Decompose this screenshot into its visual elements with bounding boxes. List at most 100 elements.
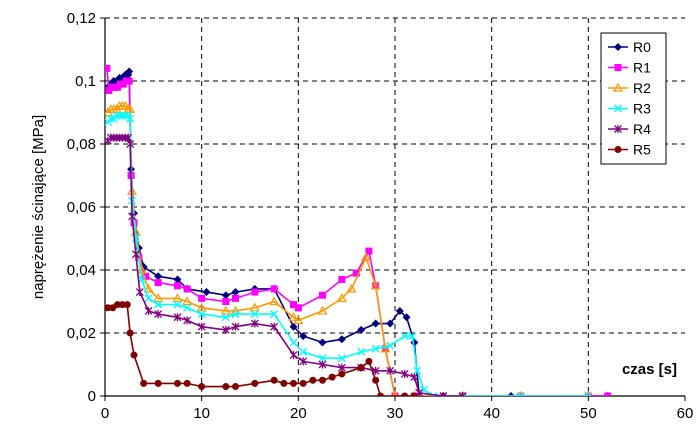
data-point xyxy=(402,313,411,322)
data-point xyxy=(112,111,121,120)
data-point xyxy=(270,376,278,384)
data-point xyxy=(222,298,230,305)
data-point xyxy=(386,341,395,350)
legend-marker xyxy=(612,82,624,92)
data-point xyxy=(126,140,135,148)
legend-item-R2: R2 xyxy=(608,80,651,96)
y-tick-label: 0,1 xyxy=(75,73,96,90)
legend-label: R3 xyxy=(633,101,651,117)
legend-item-R4: R4 xyxy=(608,121,651,137)
x-tick-label: 30 xyxy=(387,405,404,422)
legend-box xyxy=(600,32,667,165)
data-point xyxy=(408,332,417,341)
data-point xyxy=(299,379,307,387)
data-point xyxy=(183,285,191,293)
data-point xyxy=(370,280,381,290)
data-point xyxy=(386,319,395,328)
data-point xyxy=(115,111,124,120)
data-point xyxy=(154,300,163,309)
legend-label: R5 xyxy=(633,142,651,158)
data-point xyxy=(289,322,298,331)
data-point xyxy=(105,64,111,72)
series-R5 xyxy=(105,301,418,396)
data-point xyxy=(338,275,346,283)
data-point xyxy=(198,383,206,391)
data-point xyxy=(197,322,206,331)
data-point xyxy=(299,357,308,366)
x-tick-label: 60 xyxy=(677,405,694,422)
data-point xyxy=(371,344,380,353)
data-point xyxy=(125,104,136,113)
data-point xyxy=(352,269,360,277)
data-point xyxy=(516,392,525,396)
data-point xyxy=(604,392,612,396)
data-point xyxy=(125,67,134,76)
data-point xyxy=(173,275,182,284)
data-point xyxy=(249,302,260,312)
data-point xyxy=(346,283,357,293)
data-point xyxy=(371,319,380,328)
y-axis-label: naprężenie ścinające [MPa] xyxy=(30,115,47,299)
data-point xyxy=(126,329,134,337)
data-point xyxy=(372,376,380,384)
y-tick-label: 0,12 xyxy=(67,10,96,27)
x-tick-label: 10 xyxy=(193,405,210,422)
data-point xyxy=(293,315,304,324)
data-point xyxy=(183,379,191,387)
data-point xyxy=(174,282,181,290)
data-point xyxy=(196,302,207,312)
data-point xyxy=(183,303,192,312)
data-point xyxy=(400,369,409,378)
data-point xyxy=(439,392,448,396)
data-point xyxy=(584,392,592,396)
data-point xyxy=(232,294,239,302)
data-point xyxy=(360,252,372,261)
data-point xyxy=(130,351,138,359)
data-point xyxy=(319,376,326,384)
data-point xyxy=(220,305,231,315)
data-point xyxy=(172,293,183,302)
legend-marker xyxy=(614,104,622,113)
x-tick-label: 20 xyxy=(290,405,307,422)
data-point xyxy=(142,272,150,280)
data-point xyxy=(250,319,259,328)
data-point xyxy=(123,301,131,309)
legend-label: R1 xyxy=(633,60,651,76)
data-point xyxy=(289,338,298,347)
data-point xyxy=(420,385,428,394)
data-point xyxy=(118,301,126,309)
data-point xyxy=(584,392,593,396)
data-point xyxy=(357,364,365,372)
data-point xyxy=(143,283,154,293)
y-tick-label: 0,04 xyxy=(67,262,96,279)
x-tick-labels: 0 10 20 30 40 50 60 xyxy=(101,405,694,422)
data-point xyxy=(401,392,409,396)
data-point xyxy=(251,379,259,387)
data-point xyxy=(231,288,240,297)
data-point xyxy=(290,379,297,387)
data-point xyxy=(288,312,299,321)
data-point xyxy=(337,363,346,372)
data-point xyxy=(395,306,404,315)
data-point xyxy=(458,392,467,396)
data-point xyxy=(336,293,347,302)
data-point xyxy=(154,272,163,281)
x-tick-label: 50 xyxy=(580,405,597,422)
data-point xyxy=(377,392,384,396)
data-point xyxy=(231,322,240,331)
data-point xyxy=(507,392,515,396)
x-tick-label: 0 xyxy=(101,405,109,422)
data-point xyxy=(294,304,302,312)
data-point xyxy=(153,293,164,302)
data-point xyxy=(517,392,525,396)
data-point xyxy=(125,77,133,85)
data-point xyxy=(174,379,181,387)
data-point xyxy=(198,294,206,302)
legend-item-R5: R5 xyxy=(608,142,651,158)
legend-label: R4 xyxy=(633,121,651,137)
data-point xyxy=(290,301,297,309)
data-point xyxy=(365,247,373,255)
data-point xyxy=(221,313,230,322)
series-R3 xyxy=(105,111,593,396)
y-tick-labels: 0 0,02 0,04 0,06 0,08 0,1 0,12 xyxy=(67,10,96,405)
